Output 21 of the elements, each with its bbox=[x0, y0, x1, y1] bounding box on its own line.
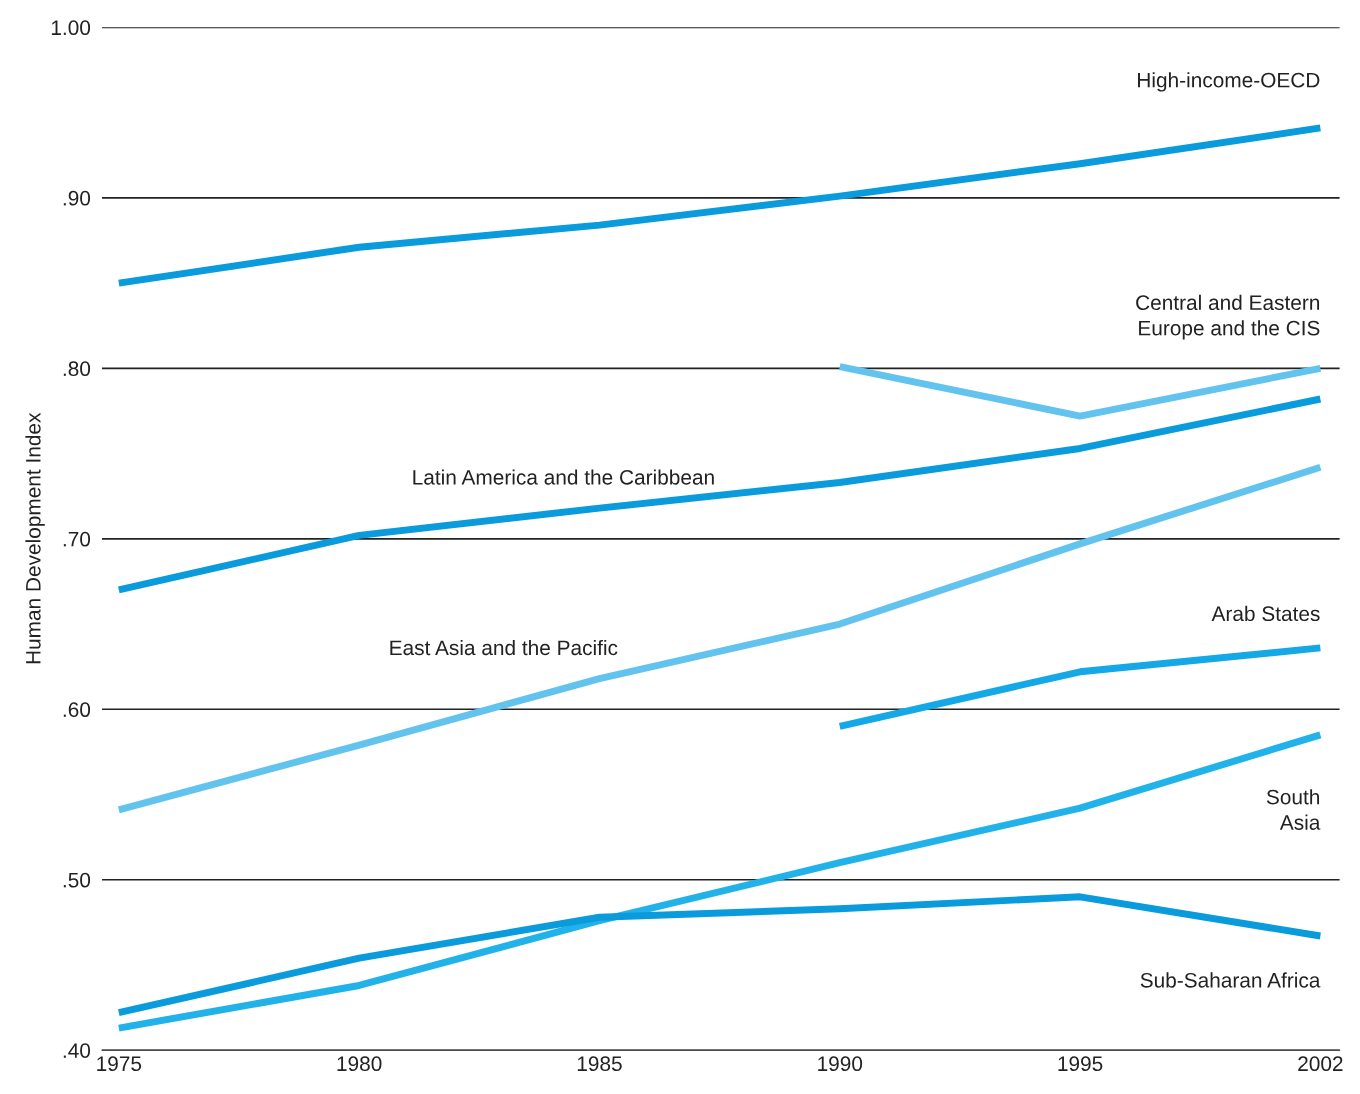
series-label: Sub-Saharan Africa bbox=[1140, 972, 1321, 988]
y-tick-label: .60 bbox=[63, 702, 91, 718]
y-tick-label: .90 bbox=[63, 190, 91, 206]
series-label: High-income-OECD bbox=[1138, 72, 1320, 92]
series-label: Latin America and the Caribbean bbox=[413, 469, 714, 485]
y-tick-label: .50 bbox=[63, 872, 91, 888]
x-tick-label: 1995 bbox=[1058, 1056, 1103, 1072]
x-tick-label: 1990 bbox=[818, 1056, 863, 1072]
y-tick-label: .40 bbox=[63, 1043, 91, 1058]
series-label: East Asia and the Pacific bbox=[390, 639, 618, 656]
y-tick-label: .80 bbox=[63, 361, 91, 377]
x-tick-label: 2002 bbox=[1298, 1056, 1343, 1072]
x-tick-label: 1975 bbox=[97, 1056, 142, 1072]
series-label: South Asia bbox=[1266, 789, 1321, 830]
series-label: Arab States bbox=[1211, 605, 1320, 622]
x-tick-label: 1985 bbox=[577, 1056, 622, 1072]
y-tick-label: .70 bbox=[63, 531, 91, 547]
series-label: Central and Eastern Europe and the CIS bbox=[1136, 294, 1320, 340]
y-axis-title: Human Development Index bbox=[25, 412, 45, 664]
x-tick-label: 1980 bbox=[337, 1056, 382, 1072]
y-tick-label: 1.00 bbox=[51, 20, 91, 36]
